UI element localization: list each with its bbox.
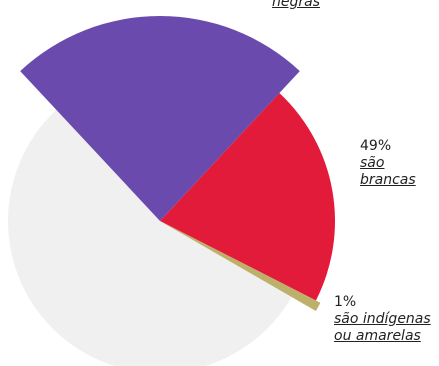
slice-indigenas <box>160 221 321 311</box>
label-brancas-desc-1: são <box>360 155 385 171</box>
label-negras-desc: negras <box>272 0 321 10</box>
label-indigenas-pct: 1% <box>334 294 357 310</box>
label-indigenas: 1% são indígenas ou amarelas <box>334 294 431 345</box>
label-brancas: 49% são brancas <box>360 138 416 189</box>
label-brancas-desc-2: brancas <box>360 172 416 188</box>
slice-restante <box>8 109 292 366</box>
label-indigenas-desc-1: são indígenas <box>334 311 431 327</box>
slice-negras <box>20 15 300 221</box>
label-indigenas-desc-2: ou amarelas <box>334 328 421 344</box>
label-negras: negras <box>272 0 320 11</box>
slice-brancas <box>160 93 336 301</box>
label-brancas-pct: 49% <box>360 138 392 154</box>
